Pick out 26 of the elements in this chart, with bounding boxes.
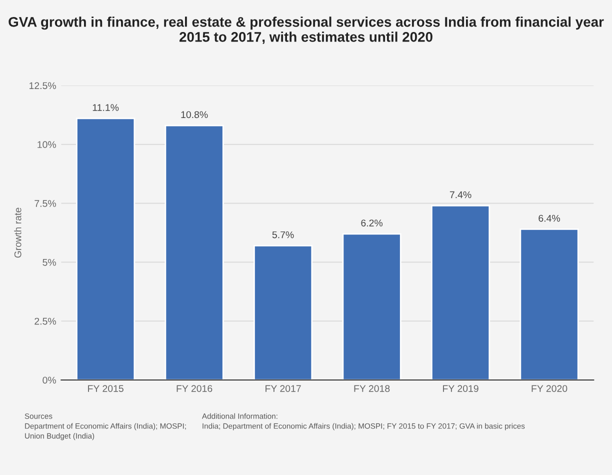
bar — [254, 245, 313, 380]
data-label: 6.2% — [361, 220, 383, 226]
bar — [342, 233, 402, 380]
y-tick-label: 7.5% — [34, 200, 56, 207]
y-tick-label: 2.5% — [34, 318, 56, 325]
data-label: 11.1% — [92, 104, 119, 111]
data-label: 10.8% — [181, 111, 208, 118]
x-tick-label: FY 2020 — [532, 385, 568, 392]
bar — [164, 124, 224, 380]
bar — [76, 118, 136, 380]
data-label: 5.7% — [272, 231, 294, 238]
x-tick-label: FY 2019 — [443, 385, 478, 392]
data-label: 7.4% — [450, 191, 472, 198]
bar — [520, 228, 579, 380]
y-tick-label: 5% — [42, 258, 56, 266]
bar — [430, 204, 490, 380]
y-tick-label: 12.5% — [30, 82, 56, 90]
y-tick-label: 10% — [38, 141, 56, 148]
x-tick-label: FY 2015 — [88, 385, 124, 392]
x-tick-label: FY 2018 — [354, 385, 390, 392]
x-tick-label: FY 2017 — [266, 385, 301, 392]
chart-title: GVA growth in finance, real estate & professional services across India from financial year 2015 to 2017, with estimates until 2020 — [8, 16, 604, 44]
y-tick-label: 0% — [42, 376, 56, 384]
x-tick-label: FY 2016 — [176, 385, 212, 392]
y-axis-title: Growth rate — [14, 208, 22, 258]
data-label: 6.4% — [538, 214, 560, 222]
